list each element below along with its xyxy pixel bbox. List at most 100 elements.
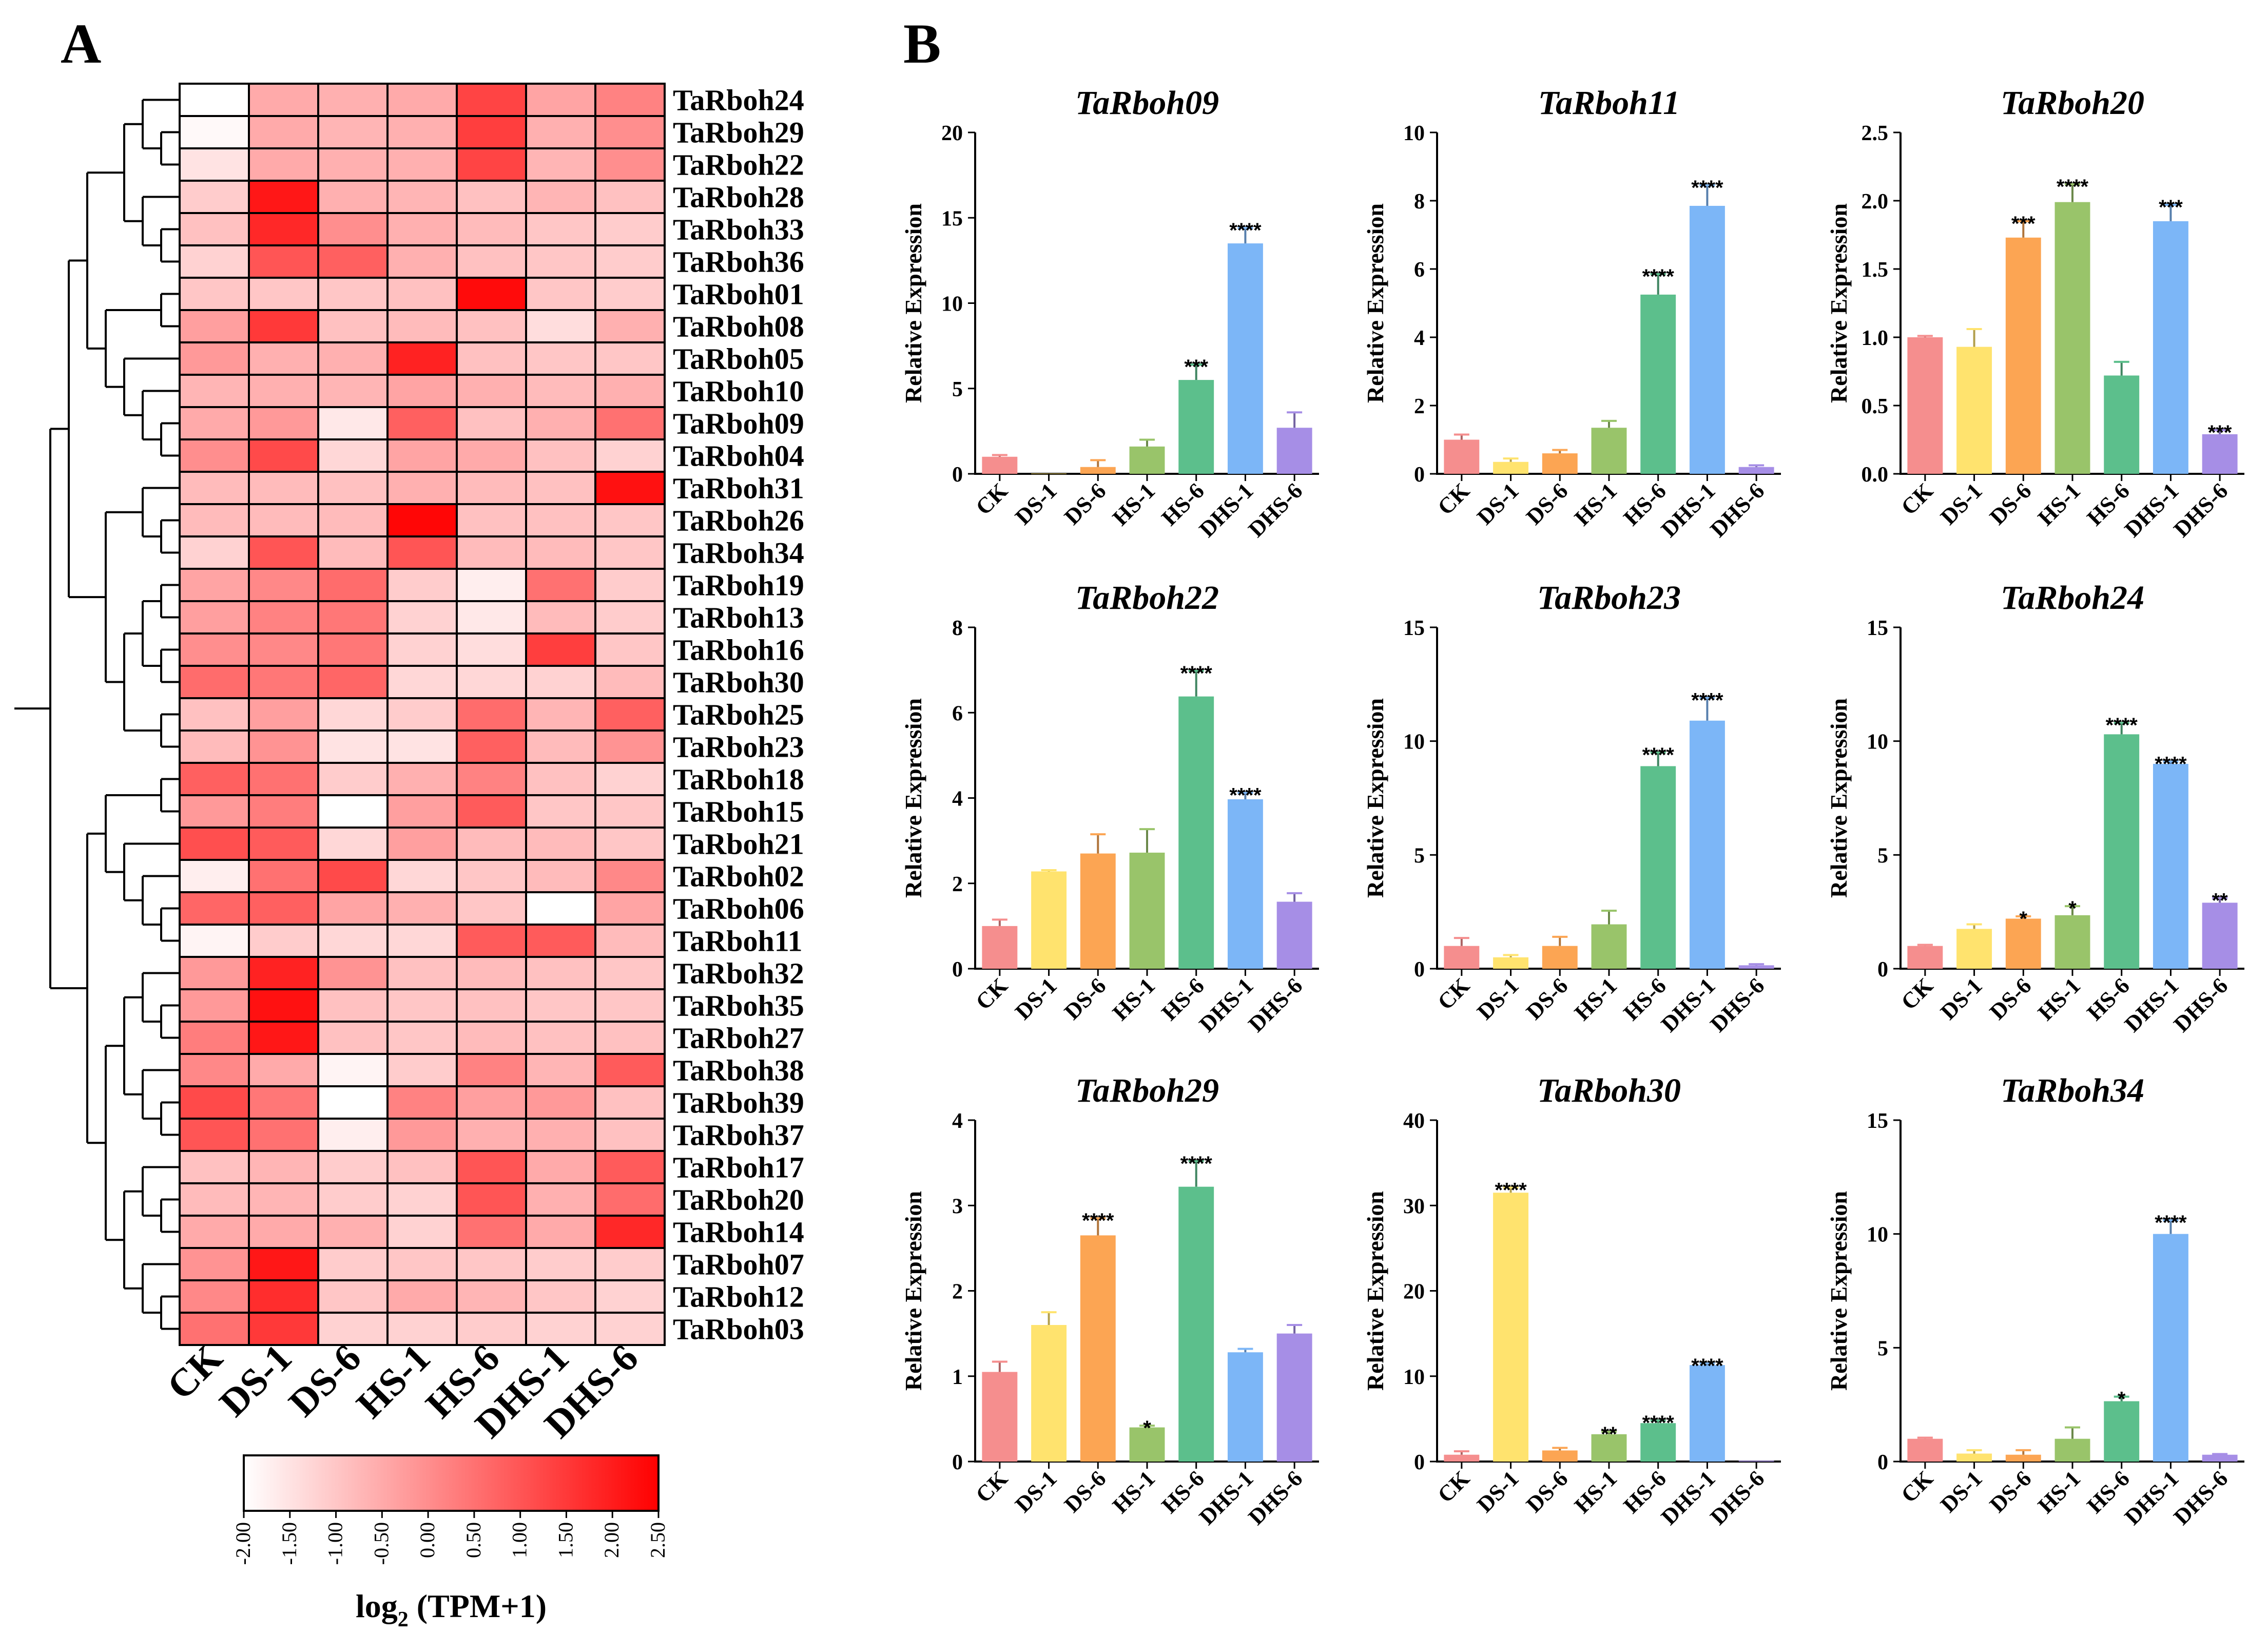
colorbar-tick-label: 1.00 [508, 1522, 531, 1558]
heatmap-cell [179, 665, 250, 699]
heatmap-cell [594, 600, 666, 635]
bar [1956, 347, 1992, 474]
bar-chart: TaRboh22 Relative Expression 0 2 4 6 8 CKDS-1DS… [900, 579, 1319, 1037]
colorbar-tick-label: -1.00 [324, 1522, 347, 1565]
heatmap-cell [317, 665, 389, 699]
heatmap-cell [525, 1279, 596, 1314]
y-tick-label: 0 [952, 463, 963, 487]
heatmap-cell [179, 341, 250, 376]
x-tick-label: DS-6 [1985, 973, 2036, 1024]
bar [1542, 946, 1578, 969]
heatmap-cell [456, 665, 527, 699]
y-axis-label: Relative Expression [900, 203, 926, 403]
y-tick-label: 8 [1414, 190, 1425, 214]
bar [1956, 929, 1992, 969]
heatmap-cell [179, 147, 250, 182]
heatmap-cell [386, 924, 458, 958]
heatmap-cell [525, 729, 596, 764]
x-tick-label: DHS-1 [1656, 1466, 1720, 1530]
heatmap-row-label: TaRboh11 [673, 925, 803, 958]
significance-label: **** [1229, 219, 1262, 242]
heatmap-cell [386, 600, 458, 635]
heatmap-cell [456, 277, 527, 311]
heatmap-cell [386, 244, 458, 279]
x-tick-label: CK [1896, 973, 1938, 1014]
heatmap-cell [179, 406, 250, 440]
heatmap-cell [248, 1215, 319, 1249]
heatmap-cell [317, 729, 389, 764]
bar [1640, 766, 1676, 969]
x-tick-label: DHS-6 [1705, 973, 1770, 1037]
heatmap-cell [179, 1182, 250, 1217]
chart-title: TaRboh24 [2001, 579, 2144, 617]
heatmap-cell [386, 115, 458, 149]
heatmap-cell [386, 1085, 458, 1120]
heatmap-cell [594, 568, 666, 602]
heatmap-cell [317, 1215, 389, 1249]
heatmap-cell [317, 1247, 389, 1281]
x-tick-label: DHS-6 [1244, 973, 1308, 1037]
heatmap-cell [594, 535, 666, 570]
heatmap-cell [248, 1150, 319, 1184]
significance-label: ** [1601, 1423, 1617, 1446]
colorbar-tick-label: 2.50 [646, 1522, 669, 1558]
heatmap-row-label: TaRboh18 [673, 763, 804, 796]
heatmap-cell [456, 729, 527, 764]
heatmap-cell [525, 1118, 596, 1152]
heatmap-cell [594, 1182, 666, 1217]
bar [2104, 375, 2140, 474]
heatmap-row-label: TaRboh14 [673, 1216, 804, 1249]
heatmap-cell [179, 212, 250, 246]
heatmap-row-label: TaRboh32 [673, 957, 804, 990]
y-tick-label: 15 [1867, 617, 1888, 640]
colorbar-title: log2 (TPM+1) [356, 1588, 547, 1631]
x-tick-label: CK [1433, 973, 1475, 1014]
y-axis-label: Relative Expression [1826, 1191, 1852, 1391]
heatmap-row-label: TaRboh15 [673, 795, 804, 829]
x-tick-label: DS-6 [1059, 973, 1111, 1024]
colorbar-tick-label: -2.00 [231, 1522, 255, 1565]
heatmap-cell [456, 988, 527, 1023]
heatmap-cell [594, 988, 666, 1023]
significance-label: ** [2212, 890, 2228, 912]
significance-label: **** [1495, 1179, 1527, 1201]
x-tick-label: DHS-6 [1244, 478, 1308, 542]
x-tick-label: DHS-6 [1705, 478, 1770, 542]
y-tick-label: 2 [1414, 395, 1425, 418]
bar [1178, 380, 1214, 474]
chart-title: TaRboh20 [2001, 84, 2144, 122]
heatmap-cell [525, 503, 596, 537]
heatmap-cell [525, 535, 596, 570]
heatmap-cell [456, 859, 527, 893]
heatmap-cell [456, 1085, 527, 1120]
bar [1493, 957, 1529, 969]
heatmap-cell [386, 503, 458, 537]
y-tick-label: 1 [952, 1366, 963, 1389]
heatmap-cell [248, 438, 319, 473]
heatmap-row-label: TaRboh31 [673, 472, 804, 505]
heatmap-cell [386, 1312, 458, 1346]
heatmap-row-label: TaRboh07 [673, 1248, 804, 1281]
heatmap-cell [317, 115, 389, 149]
heatmap-cell [179, 535, 250, 570]
bar [1738, 965, 1774, 969]
heatmap-cell [386, 309, 458, 343]
heatmap-cell [317, 1053, 389, 1087]
y-tick-label: 3 [952, 1195, 963, 1218]
heatmap-cell [179, 1247, 250, 1281]
y-tick-label: 2 [952, 1280, 963, 1304]
heatmap-cell [525, 665, 596, 699]
heatmap-cell [525, 924, 596, 958]
x-tick-label: HS-1 [2033, 973, 2085, 1025]
heatmap-cell [594, 212, 666, 246]
heatmap-row-label: TaRboh08 [673, 310, 804, 343]
heatmap-cell [386, 891, 458, 926]
y-tick-label: 15 [1403, 617, 1425, 640]
bar [1956, 1453, 1992, 1462]
heatmap-cell [456, 632, 527, 667]
heatmap-cell [179, 1085, 250, 1120]
bar [1227, 799, 1263, 969]
bar [1591, 924, 1627, 969]
heatmap-cell [248, 115, 319, 149]
heatmap-cell [456, 406, 527, 440]
